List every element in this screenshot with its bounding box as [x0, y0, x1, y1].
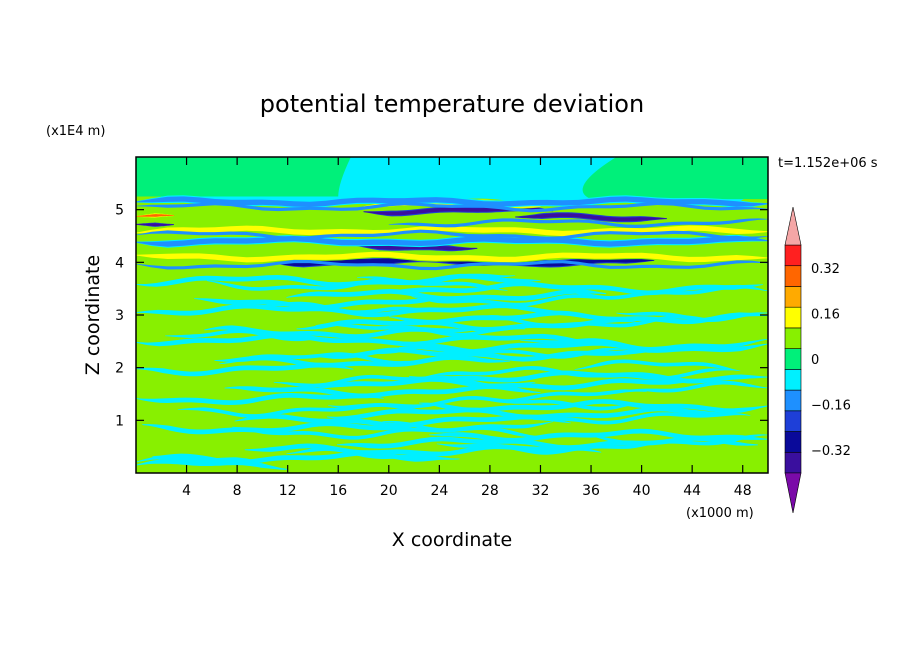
- ripple-band: [409, 370, 768, 384]
- y-axis: 1 2 3 4 5: [115, 203, 768, 429]
- colorbar-swatch: [784, 244, 802, 267]
- colorbar-swatch: [784, 389, 802, 412]
- colorbar: 0.32 0.16 0 −0.16 −0.32: [784, 206, 851, 514]
- x-tick-label: 44: [683, 483, 701, 499]
- x-tick-label: 20: [380, 483, 398, 499]
- ripple-band: [382, 420, 554, 432]
- ripple-band: [411, 294, 619, 307]
- ripple-band: [136, 273, 541, 287]
- cyan-streak: [136, 201, 768, 213]
- ripple-band: [328, 396, 640, 411]
- ripple-band: [574, 359, 741, 372]
- cyan-streak: [388, 218, 768, 228]
- band-core: [136, 214, 174, 217]
- colorbar-tick-label: −0.32: [811, 444, 851, 459]
- ripple-band: [224, 384, 541, 399]
- x-tick-label: 16: [329, 483, 347, 499]
- y-tick-label: 2: [115, 361, 124, 377]
- ripple-band: [378, 281, 763, 296]
- ripple-band: [429, 428, 768, 443]
- cyan-streak: [136, 259, 768, 271]
- ripple-band: [286, 447, 460, 460]
- x-axis: 4 8 12 16 20 24 28 32 36 40 44 48: [182, 157, 752, 499]
- chart-title: potential temperature deviation: [260, 90, 644, 118]
- colorbar-tick-label: 0.16: [811, 307, 840, 322]
- x-tick-label: 24: [430, 483, 448, 499]
- ripple-band: [136, 393, 384, 405]
- colorbar-swatch: [784, 265, 802, 287]
- ripple-band: [357, 273, 516, 286]
- x-unit-label: (x1000 m): [686, 506, 754, 521]
- ripple-band: [177, 403, 442, 418]
- y-axis-title: Z coordinate: [82, 255, 104, 375]
- colorbar-tick-label: −0.16: [811, 399, 851, 414]
- ripple-band: [136, 303, 571, 318]
- contour-field: [136, 157, 768, 473]
- colorbar-swatch: [784, 431, 802, 453]
- x-tick-label: 36: [582, 483, 600, 499]
- ripple-band: [478, 389, 647, 403]
- ripple-band: [165, 329, 329, 342]
- y-tick-label: 3: [115, 308, 124, 324]
- x-tick-label: 12: [279, 483, 297, 499]
- colorbar-over-arrow: [784, 206, 802, 246]
- colorbar-under-arrow: [784, 472, 802, 514]
- ripple-band: [234, 413, 571, 428]
- colorbar-swatch: [784, 286, 802, 308]
- x-tick-label: 40: [633, 483, 651, 499]
- band-core: [136, 196, 768, 207]
- band-core: [136, 223, 174, 227]
- ripple-band: [136, 332, 602, 347]
- x-tick-label: 4: [182, 483, 191, 499]
- ripple-band: [629, 380, 768, 393]
- band-core: [136, 251, 768, 263]
- colorbar-swatch: [784, 327, 802, 349]
- colorbar-swatch: [784, 369, 802, 391]
- y-unit-label: (x1E4 m): [46, 124, 105, 139]
- ripple-band: [326, 406, 728, 420]
- ripple-band: [142, 421, 415, 435]
- colorbar-swatch: [784, 451, 802, 474]
- ripple-band: [296, 318, 637, 332]
- ripple-band: [616, 311, 768, 322]
- y-tick-label: 5: [115, 203, 124, 219]
- x-tick-label: 8: [233, 483, 242, 499]
- ripple-band: [587, 434, 768, 446]
- ripple-band: [219, 352, 432, 365]
- colorbar-tick-label: 0.32: [811, 262, 840, 277]
- colorbar-swatch: [784, 348, 802, 370]
- cyan-streak: [136, 229, 768, 241]
- ripple-band: [398, 340, 768, 354]
- ripple-band: [388, 310, 768, 325]
- ripple-band: [194, 297, 450, 310]
- upper-left-patch: [136, 157, 351, 197]
- ripple-band: [424, 366, 733, 380]
- ripple-band: [419, 399, 768, 414]
- band-core: [136, 225, 768, 237]
- upper-right-patch: [582, 157, 768, 200]
- x-tick-label: 28: [481, 483, 499, 499]
- y-tick-label: 4: [115, 255, 124, 271]
- ripple-band: [315, 322, 526, 337]
- band-core: [515, 213, 667, 222]
- x-axis-title: X coordinate: [392, 529, 512, 551]
- ripple-band: [286, 289, 607, 301]
- x-tick-label: 48: [734, 483, 752, 499]
- ripple-band: [273, 374, 536, 388]
- y-tick-label: 1: [115, 413, 124, 429]
- time-label: t=1.152e+06 s: [778, 156, 878, 171]
- colorbar-tick-label: 0: [811, 353, 819, 368]
- ripple-band: [337, 436, 758, 450]
- x-tick-label: 32: [532, 483, 550, 499]
- ripple-band: [136, 362, 354, 377]
- colorbar-swatch: [784, 306, 802, 329]
- ripple-band: [532, 412, 751, 425]
- colorbar-swatch: [784, 410, 802, 432]
